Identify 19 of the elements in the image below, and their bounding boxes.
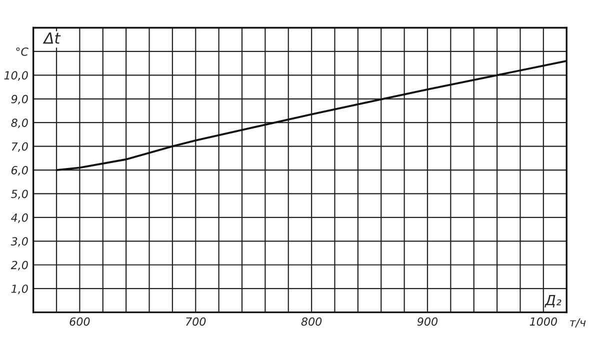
y-tick-label: 10,0 xyxy=(4,71,28,81)
y-axis-title: Δt xyxy=(42,32,61,44)
y-tick-label: 8,0 xyxy=(11,118,28,128)
x-tick-label: 700 xyxy=(186,317,206,326)
y-tick-label: 1,0 xyxy=(11,284,28,294)
y-tick-label: 6,0 xyxy=(12,166,28,176)
y-tick-label: °C xyxy=(16,47,28,56)
y-tick-label: 4,0 xyxy=(11,213,28,223)
x-axis-title: Д₂ xyxy=(544,295,562,308)
text: т/ч xyxy=(570,318,586,328)
x-tick-label: 900 xyxy=(417,317,438,326)
y-tick-label: 9,0 xyxy=(11,94,28,104)
x-tick-label: 800 xyxy=(301,317,322,326)
y-tick-label: 5,0 xyxy=(11,190,28,200)
x-tick-label: 1000 xyxy=(530,317,558,326)
x-tick-label: 600 xyxy=(70,317,90,326)
y-tick-label: 2,0 xyxy=(10,260,28,270)
y-tick-label: 3,0 xyxy=(10,237,28,247)
y-tick-label: 7,0 xyxy=(12,142,28,152)
